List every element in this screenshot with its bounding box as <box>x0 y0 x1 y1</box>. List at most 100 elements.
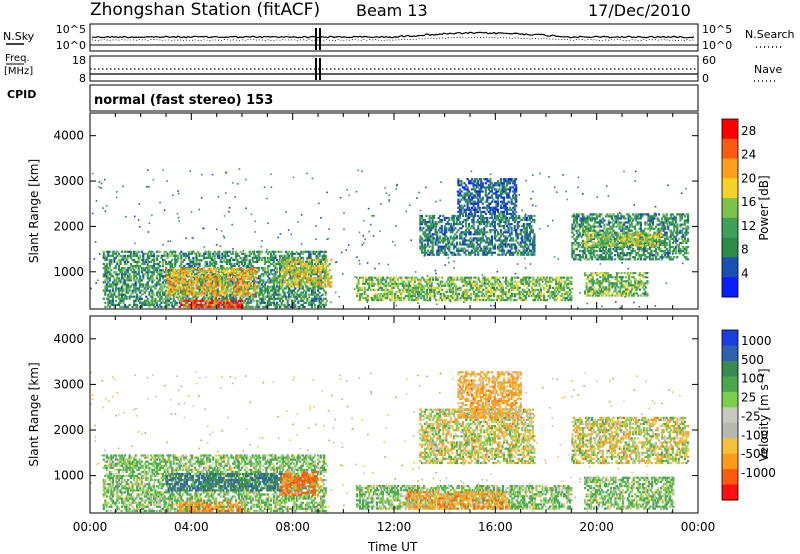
power-cell <box>231 252 235 255</box>
power-cell <box>195 254 198 257</box>
power-cell <box>191 282 194 285</box>
power-cell <box>123 260 127 264</box>
power-cell <box>404 288 407 291</box>
power-cell <box>225 301 228 304</box>
power-cell <box>192 297 195 300</box>
power-cell <box>228 305 231 308</box>
power-cell <box>142 260 145 264</box>
power-cell <box>387 290 391 294</box>
power-cell <box>519 218 522 222</box>
power-cell <box>431 223 434 226</box>
power-cell <box>505 282 508 285</box>
power-cell <box>483 294 486 298</box>
power-cell <box>196 294 199 297</box>
power-cell <box>453 294 456 298</box>
power-cell <box>457 192 460 195</box>
power-cell <box>446 237 449 240</box>
power-cell <box>468 280 471 283</box>
power-cell <box>446 216 449 220</box>
power-cell <box>145 271 148 274</box>
power-cell <box>509 290 512 294</box>
power-cell <box>288 291 291 294</box>
power-cell <box>480 229 483 232</box>
power-cell <box>146 299 149 302</box>
power-cell <box>487 249 490 252</box>
power-cell <box>208 270 211 273</box>
power-cell <box>510 243 513 246</box>
power-cell <box>292 285 295 288</box>
power-cell <box>386 297 389 300</box>
power-cell <box>301 273 304 276</box>
power-cell <box>178 274 181 277</box>
power-cell <box>176 276 179 279</box>
power-cell <box>105 277 108 280</box>
power-cell <box>296 267 299 270</box>
power-cell <box>296 277 299 280</box>
power-cell <box>250 305 253 308</box>
power-cell <box>428 214 431 218</box>
power-cell <box>436 233 439 236</box>
power-cell <box>553 299 556 302</box>
power-cell <box>216 305 219 308</box>
power-cell <box>298 277 301 280</box>
power-cell <box>468 229 471 232</box>
power-cell <box>533 245 536 248</box>
power-cell <box>501 251 504 254</box>
power-cell <box>189 297 192 300</box>
power-cell <box>219 280 222 283</box>
power-cell <box>458 241 462 244</box>
power-cell <box>310 267 313 270</box>
power-cell <box>512 292 515 296</box>
power-cell <box>184 301 187 304</box>
power-cell <box>125 297 128 300</box>
power-cell <box>533 249 536 252</box>
power-cell <box>489 249 492 252</box>
power-cell <box>104 287 107 290</box>
power-cell <box>512 237 515 240</box>
power-cell <box>427 280 430 283</box>
power-cell <box>265 305 268 308</box>
power-cell <box>359 294 362 298</box>
power-cell <box>505 278 508 281</box>
power-cell <box>431 251 434 254</box>
power-cell <box>532 278 535 281</box>
power-cell <box>518 216 521 220</box>
power-cell <box>483 233 486 236</box>
power-cell <box>213 278 216 281</box>
power-cell <box>324 256 327 259</box>
power-cell <box>460 227 463 230</box>
power-cell <box>546 299 549 302</box>
power-cell <box>284 275 287 278</box>
power-cell <box>430 227 433 230</box>
power-cell <box>468 212 471 215</box>
power-cell <box>289 267 292 270</box>
power-cell <box>256 258 259 262</box>
power-cell <box>108 277 111 280</box>
power-cell <box>482 292 485 296</box>
power-cell <box>244 262 247 266</box>
power-cell <box>510 233 513 236</box>
power-cell <box>257 281 260 284</box>
power-cell <box>501 214 504 218</box>
power-cell <box>274 275 277 278</box>
power-cell <box>292 269 295 272</box>
power-cell <box>185 267 188 271</box>
power-cell <box>149 250 152 253</box>
power-cell <box>457 180 460 183</box>
power-cell <box>524 294 527 298</box>
power-cell <box>232 270 236 273</box>
power-cell <box>325 260 328 264</box>
power-cell <box>256 271 259 274</box>
power-cell <box>105 269 108 272</box>
power-cell <box>457 229 460 232</box>
power-cell <box>501 216 504 220</box>
power-cell <box>155 303 159 306</box>
power-cell <box>313 262 317 266</box>
power-cell <box>553 290 556 294</box>
power-cell <box>570 276 573 279</box>
power-cell <box>249 276 252 279</box>
power-cell <box>193 288 196 291</box>
power-cell <box>180 258 183 262</box>
power-cell <box>437 241 440 244</box>
power-cell <box>254 270 257 273</box>
